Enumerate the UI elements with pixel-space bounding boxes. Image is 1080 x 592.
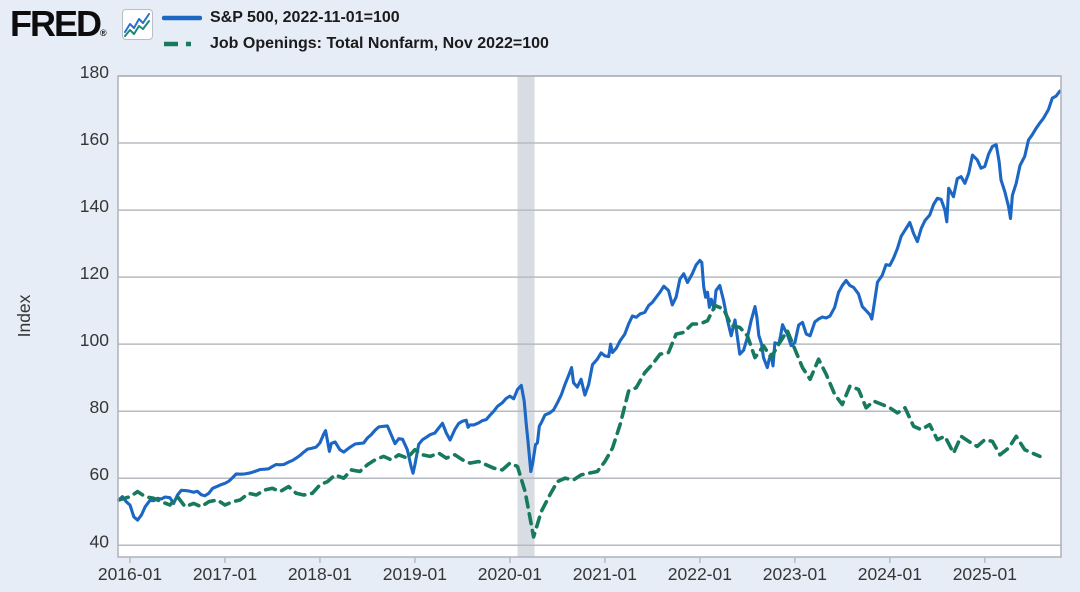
- y-axis-title: Index: [14, 294, 34, 337]
- legend-label-sp500: S&P 500, 2022-11-01=100: [210, 9, 400, 26]
- sp500-line-swatch: [162, 15, 202, 21]
- plot-border: [117, 75, 1062, 558]
- y-tick-label-80: 80: [90, 397, 110, 417]
- y-tick-label-160: 160: [80, 129, 109, 149]
- job-openings-line: [117, 303, 1042, 539]
- y-tick-label-60: 60: [90, 464, 110, 484]
- fred-logo: FRED®: [10, 4, 107, 53]
- legend-label-job-openings: Job Openings: Total Nonfarm, Nov 2022=10…: [210, 35, 549, 52]
- sp500-line: [117, 89, 1062, 522]
- plot-area: [118, 76, 1061, 557]
- x-tick-label-2016-01: 2016-01: [98, 564, 162, 584]
- legend: S&P 500, 2022-11-01=100 Job Openings: To…: [162, 5, 549, 57]
- legend-item-job-openings: Job Openings: Total Nonfarm, Nov 2022=10…: [162, 31, 549, 57]
- x-tick-label-2022-01: 2022-01: [668, 564, 732, 584]
- y-tick-label-120: 120: [80, 263, 109, 283]
- x-tick-label-2024-01: 2024-01: [858, 564, 922, 584]
- covid-recession-band: [517, 76, 535, 557]
- legend-item-sp500: S&P 500, 2022-11-01=100: [162, 5, 549, 31]
- y-tick-label-40: 40: [90, 531, 110, 551]
- y-tick-label-100: 100: [80, 330, 109, 350]
- x-tick-label-2023-01: 2023-01: [763, 564, 827, 584]
- job-openings-line-swatch: [164, 41, 198, 47]
- y-tick-label-140: 140: [80, 196, 109, 216]
- x-tick-label-2021-01: 2021-01: [573, 564, 637, 584]
- fred-logo-text: FRED: [10, 3, 102, 44]
- x-tick-label-2020-01: 2020-01: [478, 564, 542, 584]
- fred-sparkline-icon-graphic: [124, 13, 150, 37]
- x-tick-label-2025-01: 2025-01: [953, 564, 1017, 584]
- x-tick-label-2017-01: 2017-01: [193, 564, 257, 584]
- y-tick-label-180: 180: [80, 62, 109, 82]
- x-tick-label-2019-01: 2019-01: [383, 564, 447, 584]
- fred-sparkline-icon: [122, 9, 153, 40]
- x-tick-label-2018-01: 2018-01: [288, 564, 352, 584]
- registered-trademark-mark: ®: [100, 28, 107, 38]
